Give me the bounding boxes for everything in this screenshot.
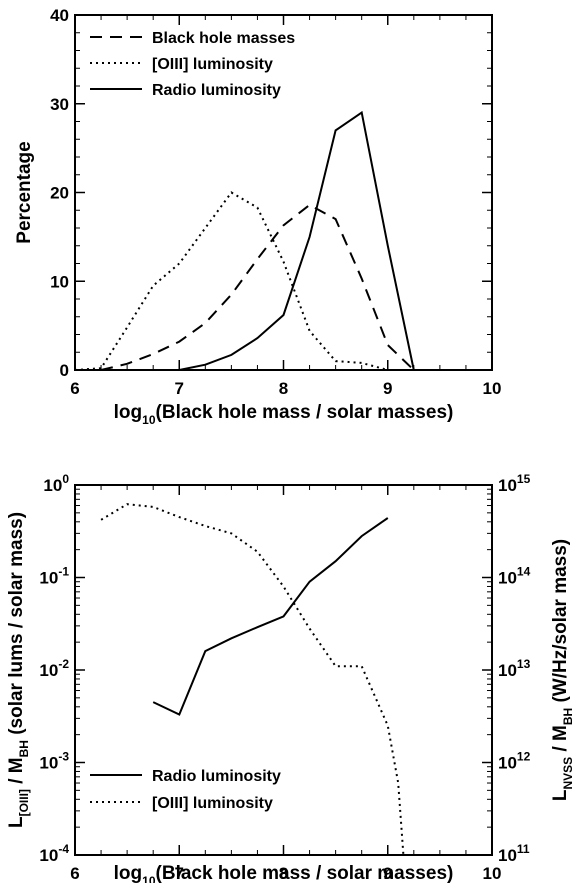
top-series-group (74, 110, 440, 371)
top-xlabel-prefix: log (114, 402, 143, 423)
bottom-left-ytick-label: 10-3 (39, 750, 69, 773)
bot-xlabel-rest: (Black hole mass / solar masses) (156, 863, 454, 883)
bottom-right-ytick-label: 1011 (498, 842, 530, 865)
top-x-axis-label: log10(Black hole mass / solar masses) (114, 402, 454, 427)
bottom-left-ytick-label: 10-1 (39, 565, 69, 588)
top-plot-frame (74, 14, 493, 371)
top-series-line-1 (74, 191, 440, 371)
bottom-xtick-label: 7 (175, 864, 184, 883)
ytick-base: 10 (39, 846, 58, 865)
top-ticks-group: 6 7 8 9 10 0 10 20 30 40 (50, 6, 501, 398)
bottom-plot-frame (74, 484, 493, 856)
bottom-left-ytick-label: 100 (43, 472, 69, 495)
left-ylabel-sub1: [OIII] (17, 789, 31, 816)
ytick-exponent: -2 (58, 657, 69, 671)
right-ylabel-sub2: BH (561, 708, 575, 725)
ytick-exponent: -4 (58, 842, 69, 856)
top-series-line-0 (100, 203, 440, 371)
bottom-right-ytick-label: 1013 (498, 657, 531, 680)
bot-xlabel-prefix: log (114, 863, 143, 883)
right-ylabel-sub1: NVSS (561, 757, 575, 790)
ytick-base: 10 (498, 476, 517, 495)
bottom-x-axis-label: log10(Black hole mass / solar masses) (114, 863, 454, 883)
ytick-base: 10 (498, 846, 517, 865)
left-ylabel-sub2: BH (17, 740, 31, 757)
bottom-left-ytick-label: 10-2 (39, 657, 69, 680)
ytick-exponent: 12 (517, 750, 531, 764)
ytick-exponent: -1 (58, 565, 69, 579)
ytick-base: 10 (39, 661, 58, 680)
right-ylabel-rest: (W/Hz/solar mass) (550, 539, 571, 708)
right-ylabel-mid: / M (550, 725, 571, 757)
top-legend-label: Radio luminosity (152, 82, 281, 99)
bottom-series-group (100, 503, 405, 856)
ytick-exponent: 11 (517, 842, 530, 856)
bottom-left-y-axis-label: L[OIII] / MBH (solar lums / solar mass) (6, 512, 31, 828)
bottom-xtick-label: 10 (483, 864, 502, 883)
bottom-right-ytick-label: 1012 (498, 750, 531, 773)
bottom-right-ytick-label: 1014 (498, 565, 531, 588)
bottom-right-ytick-label: 1015 (498, 472, 531, 495)
bottom-xtick-label: 6 (70, 864, 79, 883)
left-ylabel-rest: (solar lums / solar mass) (6, 512, 27, 740)
ytick-exponent: 15 (517, 472, 531, 486)
ytick-exponent: -3 (58, 750, 69, 764)
left-ylabel-mid: / M (6, 757, 27, 789)
ytick-base: 10 (498, 661, 517, 680)
ytick-base: 10 (498, 754, 517, 773)
top-y-axis-label: Percentage (14, 141, 35, 243)
top-xtick-label: 8 (279, 379, 288, 398)
top-xlabel-rest: (Black hole mass / solar masses) (156, 402, 454, 423)
top-xtick-label: 6 (70, 379, 79, 398)
top-ytick-label: 10 (50, 272, 69, 291)
top-legend: Black hole masses [OIII] luminosity Radio … (90, 30, 295, 99)
top-xtick-label: 10 (483, 379, 502, 398)
bottom-xtick-label: 8 (279, 864, 288, 883)
bottom-left-ytick-label: 10-4 (39, 842, 69, 865)
bottom-series-line-1 (100, 503, 405, 856)
ytick-base: 10 (43, 476, 62, 495)
top-legend-label: [OIII] luminosity (152, 56, 273, 73)
ytick-exponent: 13 (517, 657, 531, 671)
ytick-exponent: 0 (62, 472, 69, 486)
top-xtick-label: 9 (383, 379, 392, 398)
top-ytick-label: 20 (50, 184, 69, 203)
bottom-right-y-axis-label: LNVSS / MBH (W/Hz/solar mass) (550, 539, 575, 801)
ytick-base: 10 (498, 569, 517, 588)
ytick-exponent: 14 (517, 565, 531, 579)
bottom-legend: Radio luminosity [OIII] luminosity (90, 768, 281, 812)
top-legend-label: Black hole masses (152, 30, 295, 47)
top-xlabel-sub: 10 (142, 413, 156, 427)
top-series-line-2 (153, 110, 415, 371)
bottom-legend-label: [OIII] luminosity (152, 795, 273, 812)
top-panel: 6 7 8 9 10 0 10 20 30 40 Black hole masses [OIII] … (14, 6, 501, 427)
right-ylabel-main: L (550, 789, 571, 801)
bottom-series-line-0 (152, 517, 389, 716)
bot-xlabel-sub: 10 (142, 874, 156, 883)
top-ytick-label: 40 (50, 6, 69, 25)
bottom-ticks-group: 6 7 8 9 1010-410-310-210-1100101110121013101… (39, 472, 530, 883)
ytick-base: 10 (39, 754, 58, 773)
bottom-legend-label: Radio luminosity (152, 768, 281, 785)
top-ytick-label: 30 (50, 95, 69, 114)
ytick-base: 10 (39, 569, 58, 588)
top-xtick-label: 7 (175, 379, 184, 398)
top-ytick-label: 0 (60, 361, 69, 380)
bottom-xtick-label: 9 (383, 864, 392, 883)
bottom-panel: 6 7 8 9 1010-410-310-210-1100101110121013101… (6, 472, 575, 883)
left-ylabel-main: L (6, 816, 27, 828)
